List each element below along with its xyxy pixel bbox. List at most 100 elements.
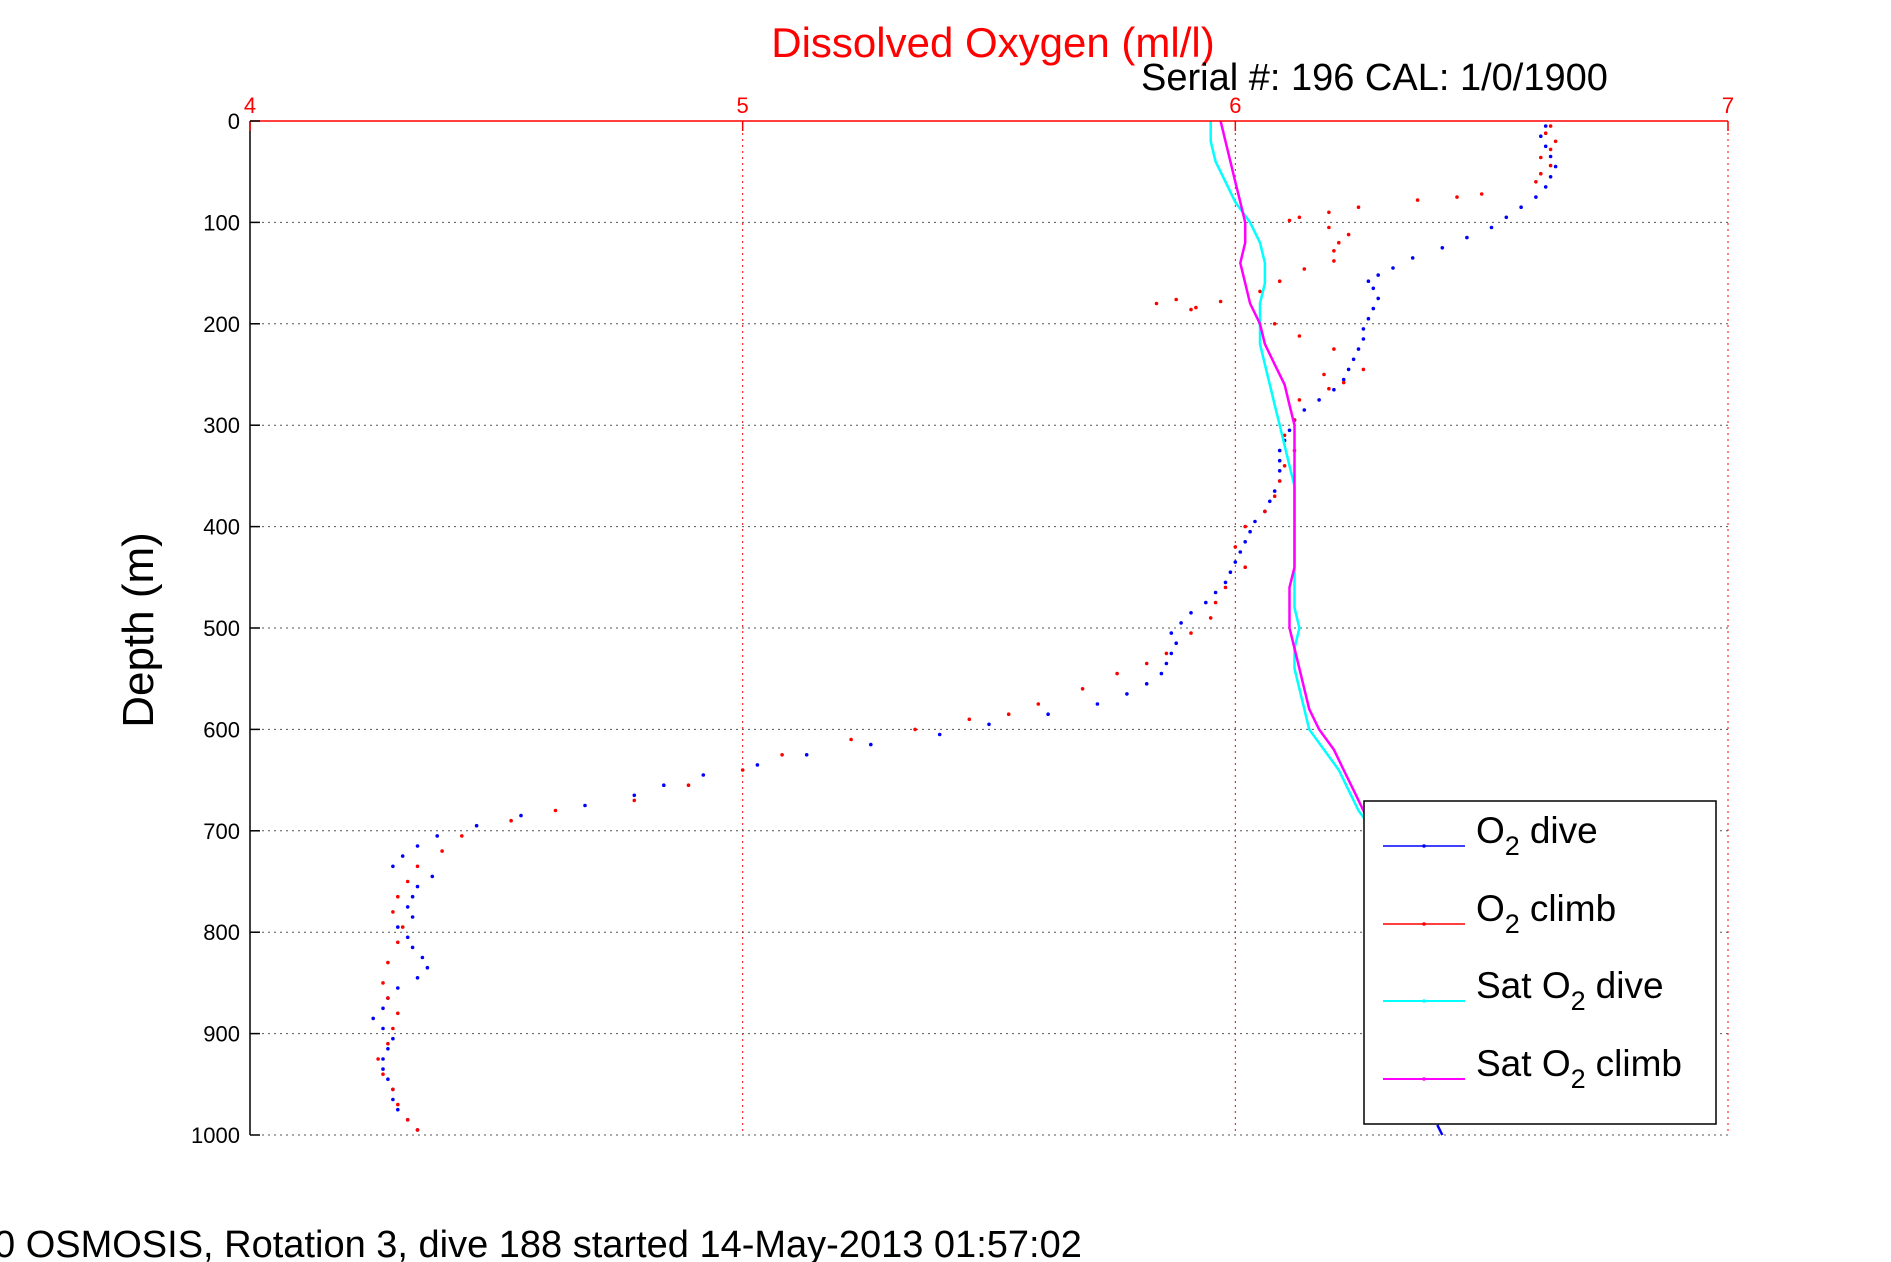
data-point bbox=[1248, 529, 1252, 534]
data-point bbox=[967, 717, 972, 722]
data-point bbox=[391, 1036, 395, 1041]
data-point bbox=[1268, 499, 1272, 504]
data-point bbox=[1543, 185, 1548, 189]
data-point bbox=[1327, 225, 1331, 230]
data-point bbox=[1154, 301, 1159, 306]
data-point bbox=[1361, 337, 1366, 341]
data-point bbox=[1332, 387, 1336, 392]
data-point bbox=[400, 925, 405, 929]
data-point bbox=[1277, 479, 1282, 483]
data-point bbox=[1548, 163, 1553, 168]
data-point bbox=[632, 793, 637, 798]
data-point bbox=[386, 1041, 390, 1046]
data-point bbox=[1553, 139, 1558, 144]
data-point bbox=[583, 803, 587, 808]
data-point bbox=[987, 722, 991, 727]
data-point bbox=[1243, 524, 1247, 529]
data-point bbox=[1233, 560, 1238, 564]
data-point bbox=[1282, 433, 1287, 438]
data-point bbox=[553, 808, 558, 813]
data-point bbox=[1213, 600, 1218, 605]
data-point bbox=[440, 849, 444, 853]
series-line bbox=[1219, 120, 1375, 832]
data-point bbox=[1277, 448, 1282, 453]
chart-title: Dissolved Oxygen (ml/l) bbox=[771, 19, 1214, 66]
y-tick-label: 800 bbox=[203, 920, 240, 945]
data-point bbox=[396, 894, 400, 899]
data-point bbox=[396, 940, 400, 945]
data-point bbox=[1356, 347, 1361, 351]
data-point bbox=[1327, 210, 1331, 215]
data-point bbox=[1159, 671, 1164, 676]
y-tick-label: 900 bbox=[203, 1022, 240, 1047]
data-point bbox=[1169, 631, 1174, 635]
legend-label-sat-o2-dive: Sat O2 dive bbox=[1476, 965, 1664, 1016]
data-point bbox=[1144, 661, 1149, 666]
data-point bbox=[405, 1118, 410, 1122]
data-point bbox=[1080, 687, 1085, 691]
data-point bbox=[425, 965, 430, 970]
y-axis-label: Depth (m) bbox=[114, 532, 163, 728]
data-point bbox=[1282, 464, 1287, 468]
data-point bbox=[381, 1057, 385, 1061]
data-point bbox=[391, 1097, 395, 1102]
data-point bbox=[1277, 279, 1282, 284]
legend-label-o2-climb: O2 climb bbox=[1476, 888, 1616, 939]
data-point bbox=[740, 768, 745, 772]
x-tick-label: 6 bbox=[1229, 93, 1241, 118]
data-point bbox=[1277, 458, 1282, 463]
data-point bbox=[1006, 712, 1011, 716]
data-point bbox=[1277, 469, 1282, 473]
data-point bbox=[1287, 218, 1292, 223]
data-point bbox=[1174, 641, 1178, 645]
legend-entry-sat-o2-climb: Sat O2 climb bbox=[1383, 1043, 1682, 1094]
data-point bbox=[1479, 192, 1484, 196]
data-point bbox=[371, 1016, 376, 1021]
series-sat-o2-dive bbox=[1209, 121, 1375, 832]
data-point bbox=[1341, 377, 1346, 382]
legend-box bbox=[1363, 800, 1717, 1125]
data-point bbox=[415, 884, 420, 889]
data-point bbox=[1253, 519, 1257, 524]
data-point bbox=[662, 783, 666, 787]
data-point bbox=[1208, 616, 1213, 620]
data-point bbox=[1194, 305, 1198, 310]
data-point bbox=[1297, 398, 1302, 402]
data-point bbox=[396, 1102, 400, 1107]
data-point bbox=[1263, 509, 1267, 514]
data-point bbox=[1548, 147, 1553, 152]
data-point bbox=[1332, 259, 1336, 263]
legend-entry-o2-climb: O2 climb bbox=[1383, 888, 1616, 939]
data-point bbox=[460, 834, 464, 838]
data-point bbox=[396, 1107, 400, 1112]
data-point bbox=[1341, 380, 1346, 385]
data-point bbox=[1543, 124, 1548, 128]
data-point bbox=[1169, 651, 1174, 656]
legend-entry-sat-o2-dive: Sat O2 dive bbox=[1383, 965, 1664, 1016]
data-point bbox=[1179, 621, 1183, 625]
data-point bbox=[386, 1047, 390, 1051]
data-point bbox=[1371, 286, 1376, 291]
data-point bbox=[396, 986, 400, 990]
data-point bbox=[1332, 347, 1336, 351]
x-tick-label: 7 bbox=[1722, 93, 1734, 118]
data-point bbox=[1415, 198, 1420, 202]
data-point bbox=[1346, 232, 1351, 237]
data-point bbox=[1164, 661, 1169, 666]
legend-label-o2-dive: O2 dive bbox=[1476, 810, 1598, 861]
data-point bbox=[1287, 428, 1292, 433]
data-point bbox=[1534, 195, 1538, 199]
data-point bbox=[1243, 565, 1247, 569]
data-point bbox=[1366, 279, 1371, 284]
data-point bbox=[381, 1026, 385, 1031]
data-point bbox=[1337, 240, 1341, 245]
data-series bbox=[371, 120, 1558, 1136]
x-tick-label: 5 bbox=[737, 93, 749, 118]
data-point bbox=[1189, 611, 1193, 615]
data-point bbox=[1238, 550, 1243, 554]
data-point bbox=[1539, 171, 1543, 176]
data-point bbox=[1361, 327, 1366, 331]
data-point bbox=[1189, 631, 1193, 635]
data-point bbox=[849, 737, 853, 742]
data-point bbox=[686, 783, 691, 787]
